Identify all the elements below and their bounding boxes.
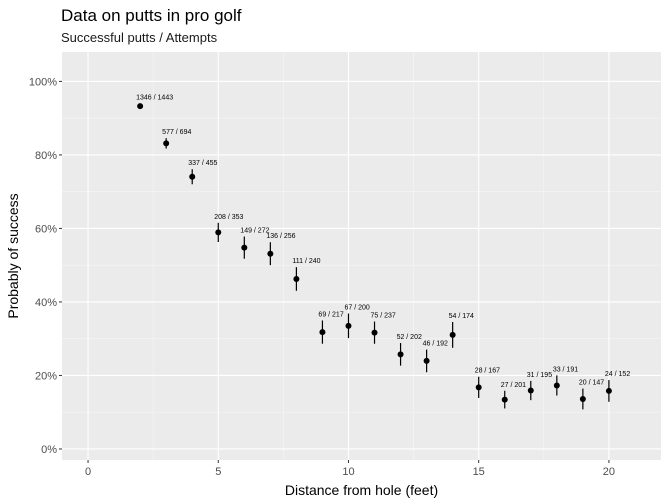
data-point xyxy=(553,382,560,389)
data-point xyxy=(371,329,378,336)
y-tick-label: 100% xyxy=(29,76,57,88)
data-point xyxy=(293,275,300,282)
plot-panel xyxy=(62,52,661,460)
data-point xyxy=(319,329,326,336)
chart-subtitle: Successful putts / Attempts xyxy=(61,30,218,45)
point-label: 31 / 195 xyxy=(527,372,552,379)
point-label: 33 / 191 xyxy=(553,366,578,373)
data-point xyxy=(267,250,274,257)
point-label: 149 / 272 xyxy=(240,228,269,235)
x-tick-label: 10 xyxy=(342,466,354,478)
y-tick-label: 60% xyxy=(35,223,57,235)
x-tick-label: 5 xyxy=(215,466,221,478)
y-tick-label: 80% xyxy=(35,150,57,162)
data-points xyxy=(137,103,612,403)
point-label: 54 / 174 xyxy=(449,313,474,320)
point-label: 337 / 455 xyxy=(188,160,217,167)
point-label: 1346 / 1443 xyxy=(136,95,173,102)
minor-gridlines xyxy=(62,52,661,460)
data-point xyxy=(241,244,248,251)
data-point xyxy=(215,229,222,236)
y-tick-label: 40% xyxy=(35,297,57,309)
chart-title: Data on putts in pro golf xyxy=(61,6,242,25)
y-axis-ticks: 0% 20% 40% 60% 80% 100% xyxy=(29,76,62,456)
data-point xyxy=(449,331,456,338)
data-point xyxy=(397,351,404,358)
data-point xyxy=(605,387,612,394)
y-tick-label: 20% xyxy=(35,370,57,382)
data-point xyxy=(475,384,482,391)
data-point xyxy=(163,140,170,147)
point-label: 208 / 353 xyxy=(214,214,243,221)
point-label: 27 / 201 xyxy=(501,382,526,389)
x-tick-label: 20 xyxy=(603,466,615,478)
data-point xyxy=(501,396,508,403)
point-label: 69 / 217 xyxy=(318,311,343,318)
y-tick-label: 0% xyxy=(41,444,57,456)
x-tick-label: 0 xyxy=(85,466,91,478)
x-axis-title: Distance from hole (feet) xyxy=(285,482,438,498)
x-axis-ticks: 0 5 10 15 20 xyxy=(85,460,615,478)
point-label: 28 / 167 xyxy=(475,368,500,375)
data-point xyxy=(137,103,144,110)
point-label: 75 / 237 xyxy=(371,313,396,320)
y-axis-title: Probably of success xyxy=(5,193,21,318)
data-point xyxy=(527,387,534,394)
point-label: 136 / 256 xyxy=(266,233,295,240)
data-point xyxy=(345,322,352,329)
point-labels: 1346 / 1443 577 / 694 337 / 455 208 / 353 14… xyxy=(136,95,630,389)
x-tick-label: 15 xyxy=(473,466,485,478)
point-label: 24 / 152 xyxy=(605,371,630,378)
point-label: 20 / 147 xyxy=(579,380,604,387)
data-point xyxy=(189,173,196,180)
data-point xyxy=(579,395,586,402)
point-label: 577 / 694 xyxy=(162,129,191,136)
point-label: 111 / 240 xyxy=(292,258,320,265)
point-label: 52 / 202 xyxy=(397,334,422,341)
data-point xyxy=(423,357,430,364)
point-label: 46 / 192 xyxy=(423,341,448,348)
point-label: 67 / 200 xyxy=(344,305,369,312)
